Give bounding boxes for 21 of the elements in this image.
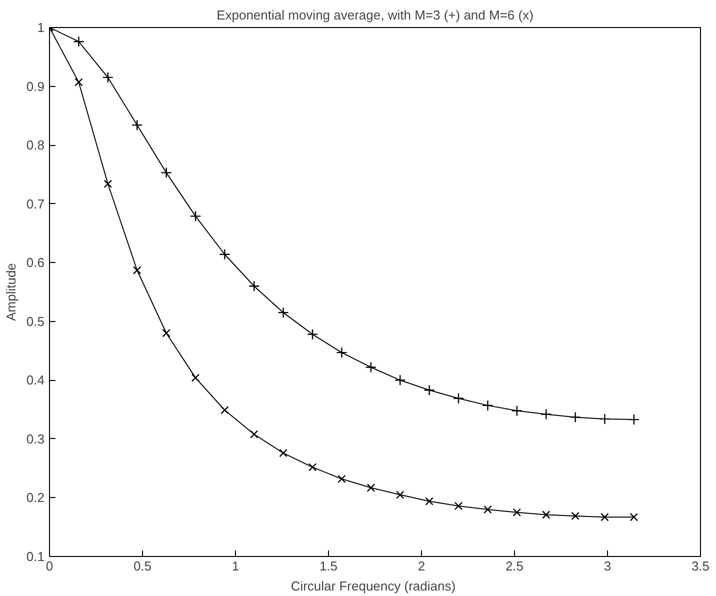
y-tick-label: 1 <box>37 20 45 35</box>
y-tick-label: 0.4 <box>26 372 45 388</box>
x-tick-label: 1.5 <box>319 558 338 574</box>
x-tick-label: 0 <box>46 558 54 574</box>
y-tick-label: 0.8 <box>26 138 45 153</box>
x-axis-title: Circular Frequency (radians) <box>290 578 456 594</box>
x-tick-label: 3.5 <box>691 558 710 574</box>
y-axis-title: Amplitude <box>3 263 18 321</box>
y-tick-label: 0.9 <box>26 78 45 94</box>
x-tick-label: 1 <box>232 558 240 574</box>
x-tick-label: 0.5 <box>133 558 152 574</box>
y-tick-label: 0.3 <box>26 431 45 446</box>
y-tick-label: 0.5 <box>26 314 45 329</box>
y-tick-label: 0.2 <box>26 490 45 506</box>
x-tick-label: 3 <box>604 558 612 574</box>
y-tick-label: 0.7 <box>26 196 45 212</box>
y-tick-label: 0.6 <box>26 255 45 270</box>
y-tick-label: 0.1 <box>26 549 45 564</box>
x-tick-label: 2.5 <box>505 558 524 574</box>
x-tick-label: 2 <box>418 558 426 574</box>
chart-title: Exponential moving average, with M=3 (+) and M=6 (x) <box>216 8 534 22</box>
